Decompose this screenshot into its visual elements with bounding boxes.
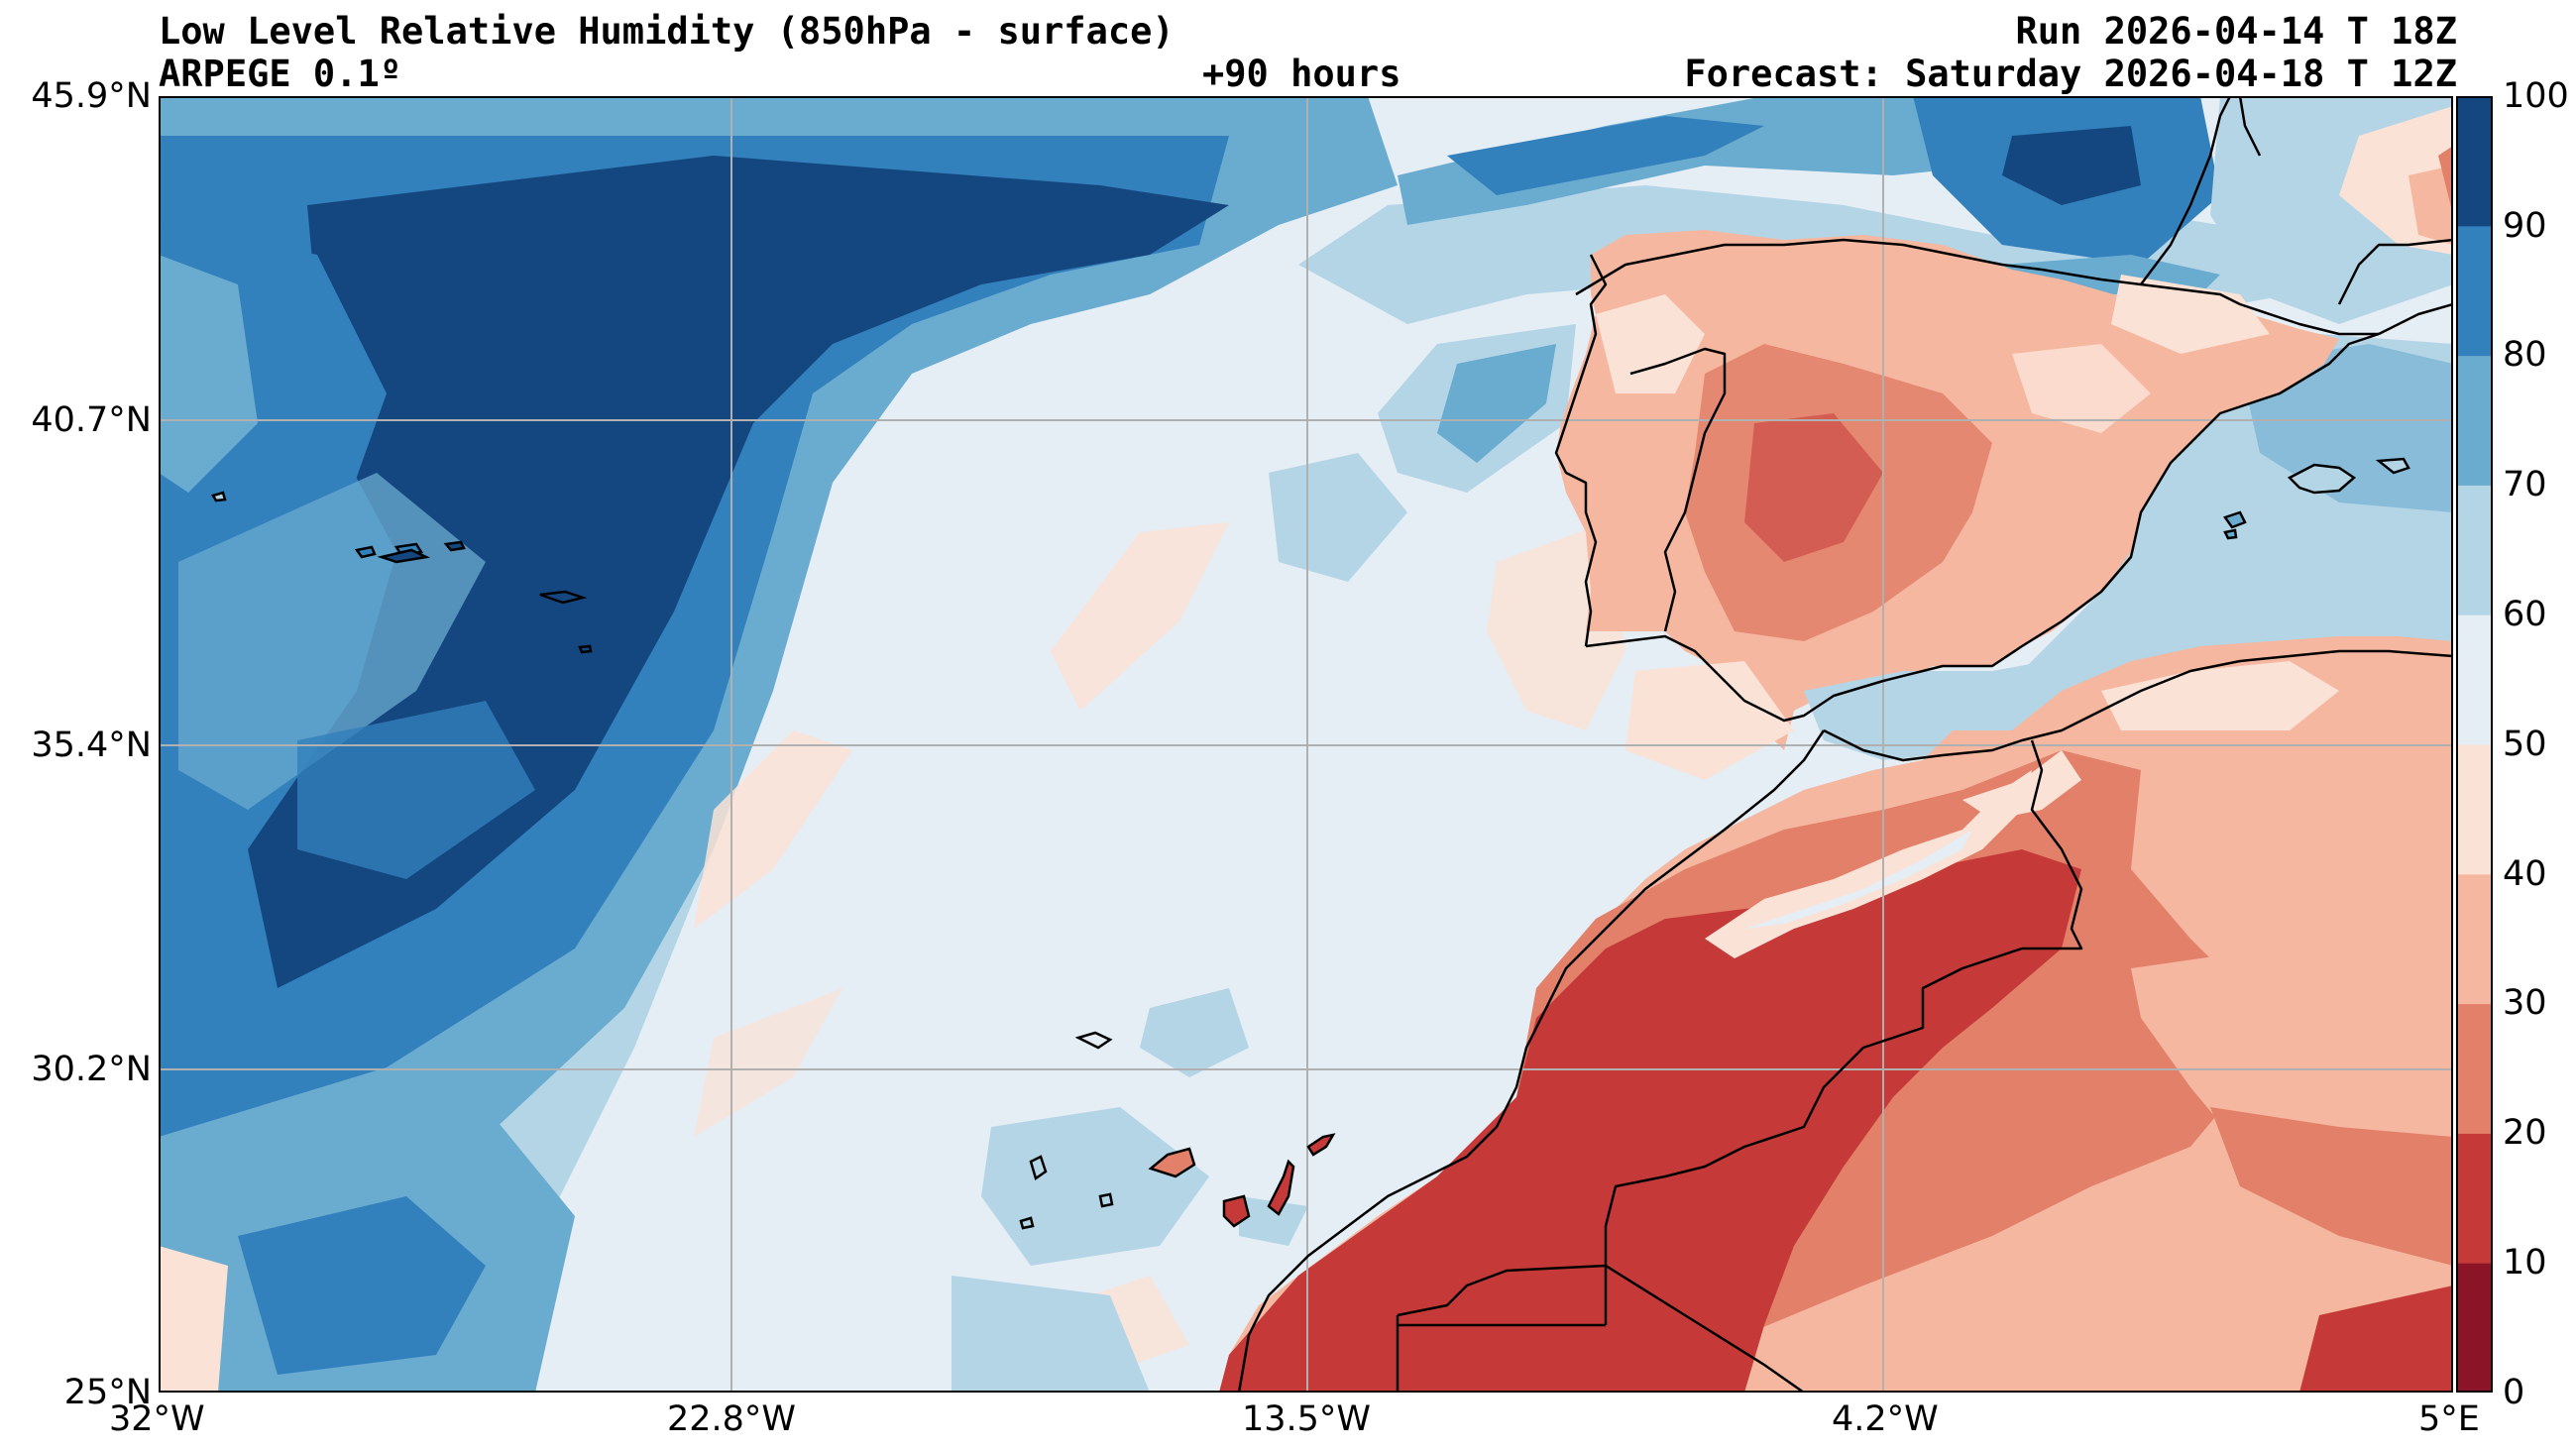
island-ibiza (2223, 510, 2247, 529)
run-label: Run 2026-04-14 T 18Z (2015, 10, 2457, 53)
colorbar-tick: 100 (2503, 76, 2569, 116)
colorbar-swatch (2456, 225, 2493, 357)
island-gran-canaria (1222, 1194, 1251, 1228)
humidity-map: 45.9°N 40.7°N 35.4°N 30.2°N 25°N (31, 79, 2453, 1410)
island-lanzarote (1306, 1133, 1336, 1157)
island-fuerteventura (1267, 1159, 1295, 1216)
islands (211, 457, 2410, 1230)
colorbar-tick: 50 (2503, 725, 2547, 764)
forecast-label: Forecast: Saturday 2026-04-18 T 12Z (1684, 53, 2457, 95)
colorbar-tick: 40 (2503, 854, 2547, 894)
chart-title: Low Level Relative Humidity (850hPa - su… (159, 10, 1175, 53)
lon-label: 13.5°W (1242, 1399, 1372, 1439)
colorbar-tick: 20 (2503, 1113, 2547, 1153)
lon-label: 22.8°W (667, 1399, 797, 1439)
colorbar-tick: 30 (2503, 983, 2547, 1023)
colorbar-tick: 10 (2503, 1243, 2547, 1283)
colorbar-swatch (2456, 1003, 2493, 1134)
colorbar-tick: 80 (2503, 335, 2547, 375)
lon-label: 32°W (109, 1399, 205, 1439)
colorbar-border (2456, 96, 2493, 1393)
colorbar-swatch (2456, 873, 2493, 1005)
lead-time-label: +90 hours (1202, 53, 1401, 95)
lat-label: 30.2°N (31, 1050, 152, 1089)
colorbar-tick: 0 (2503, 1373, 2525, 1412)
colorbar-swatches (2456, 96, 2493, 1394)
lat-label: 40.7°N (31, 400, 152, 440)
map-border (159, 96, 2453, 1393)
model-label: ARPEGE 0.1º (159, 53, 402, 95)
lat-label: 25°N (63, 1373, 152, 1412)
coastline (1237, 96, 2453, 1393)
island-tenerife (1148, 1147, 1196, 1178)
lat-label: 45.9°N (31, 76, 152, 116)
colorbar-swatch (2456, 485, 2493, 615)
island-flores (211, 491, 227, 503)
island-sao-miguel (539, 590, 588, 605)
lat-label: 35.4°N (31, 726, 152, 765)
colorbar-swatch (2456, 1133, 2493, 1264)
colorbar-tick: 60 (2503, 595, 2547, 634)
graticule (159, 96, 2453, 1393)
colorbar (2456, 96, 2493, 1394)
colorbar-swatch (2456, 1263, 2493, 1394)
colorbar-tick: 70 (2503, 465, 2547, 504)
island-menorca (2375, 457, 2410, 475)
island-azores-1 (354, 545, 377, 559)
colorbar-swatch (2456, 744, 2493, 875)
island-la-palma (1029, 1155, 1048, 1181)
colorbar-swatch (2456, 614, 2493, 745)
island-madeira (1074, 1031, 1113, 1050)
island-mallorca (2287, 463, 2357, 495)
colorbar-tick: 90 (2503, 206, 2547, 246)
colorbar-swatch (2456, 355, 2493, 486)
lon-label: 4.2°W (1832, 1399, 1939, 1439)
lon-label: 5°E (2418, 1399, 2480, 1439)
colorbar-swatch (2456, 96, 2493, 227)
map-canvas (159, 96, 2453, 1393)
